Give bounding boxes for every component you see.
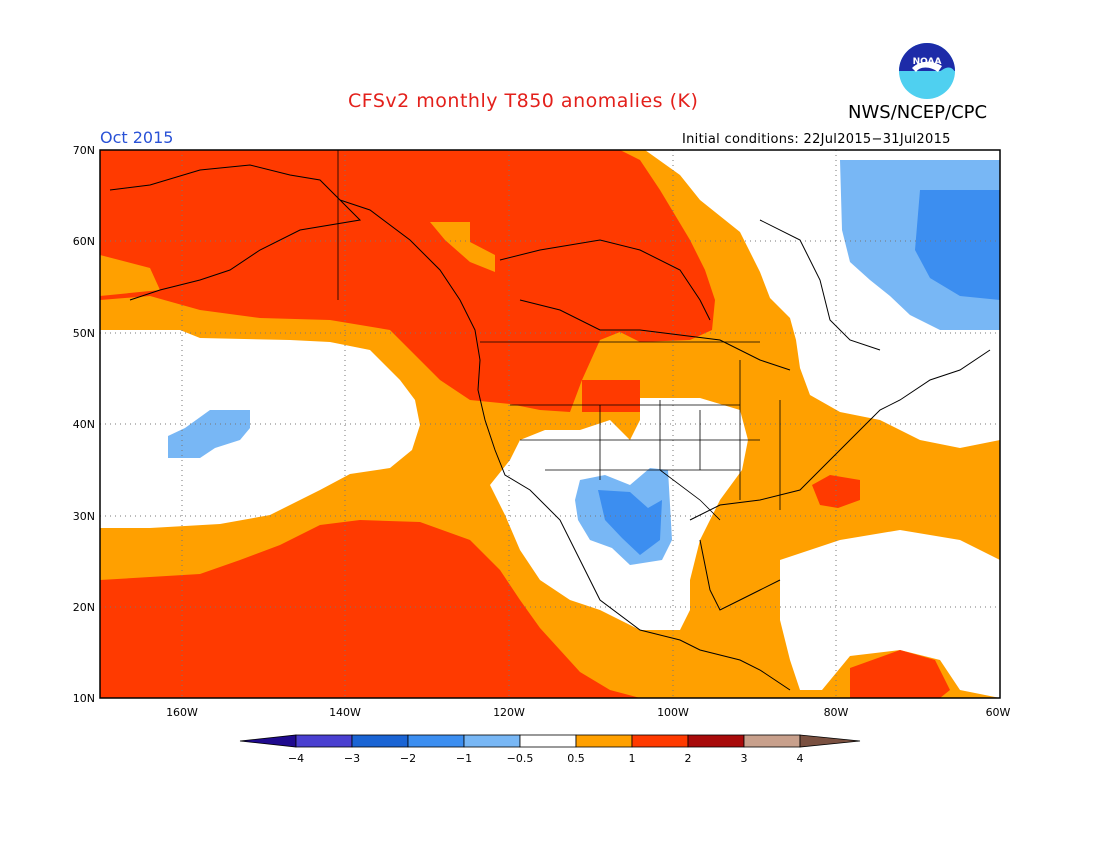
lon-axis: 160W 140W 120W 100W 80W 60W [166,706,1010,719]
lon-label: 160W [166,706,198,719]
anomaly-blue-labrador-2 [915,190,1000,300]
lat-label: 60N [73,235,95,248]
valid-month: Oct 2015 [100,128,174,147]
anomaly-white-caribbean [780,530,1000,698]
colorbar-swatch [295,734,353,748]
colorbar-label: −1 [456,752,472,765]
colorbar-swatch [743,734,801,748]
graticule [100,150,1000,698]
colorbar-swatch [239,734,297,748]
colorbar-swatch [799,734,861,748]
lat-axis: 70N 60N 50N 40N 30N 20N 10N [73,144,95,705]
colorbar-label: −2 [400,752,416,765]
colorbar-swatch [407,734,465,748]
lat-label: 50N [73,327,95,340]
lat-label: 20N [73,601,95,614]
anomaly-red-south [100,520,640,698]
state-borders [337,150,781,521]
anomaly-red-north [100,150,715,412]
lat-label: 30N [73,510,95,523]
colorbar-swatch [631,734,689,748]
lon-label: 80W [824,706,849,719]
anomaly-blue-mexico-2 [598,490,662,555]
colorbar-label: 0.5 [567,752,585,765]
lon-label: 60W [986,706,1011,719]
colorbar-label: −3 [344,752,360,765]
lat-label: 70N [73,144,95,157]
lon-label: 100W [657,706,689,719]
lat-label: 40N [73,418,95,431]
colorbar-label: 1 [629,752,636,765]
colorbar-swatch [519,734,577,748]
chart-title: CFSv2 monthly T850 anomalies (K) [348,90,699,112]
colorbar [239,734,861,748]
anomaly-orange-pocket-2 [100,255,160,296]
lon-label: 140W [329,706,361,719]
lat-label: 10N [73,692,95,705]
svg-text:NOAA: NOAA [913,57,942,67]
colorbar-label: −4 [288,752,304,765]
colorbar-label: −0.5 [507,752,534,765]
lon-label: 120W [493,706,525,719]
anomaly-blue-pacific [168,410,250,458]
coastlines [109,164,991,691]
colorbar-label: 2 [685,752,692,765]
initial-conditions: Initial conditions: 22Jul2015−31Jul2015 [682,132,951,147]
map-frame [99,149,1001,699]
anomaly-red-caribbean [850,650,950,698]
colorbar-label: 4 [797,752,804,765]
colorbar-swatch [351,734,409,748]
colorbar-swatch [463,734,521,748]
anomaly-white-pacific [100,330,420,528]
anomaly-red-us-nw [582,380,640,412]
anomaly-red-carolina [812,475,860,508]
colorbar-label: 3 [741,752,748,765]
colorbar-swatch [575,734,633,748]
colorbar-labels: −4 −3 −2 −1 −0.5 0.5 1 2 3 4 [288,752,804,765]
colorbar-swatch [687,734,745,748]
noaa-logo-icon: NOAA [899,43,955,99]
anomaly-orange-pocket-1 [430,222,495,272]
agency-label: NWS/NCEP/CPC [848,102,988,123]
